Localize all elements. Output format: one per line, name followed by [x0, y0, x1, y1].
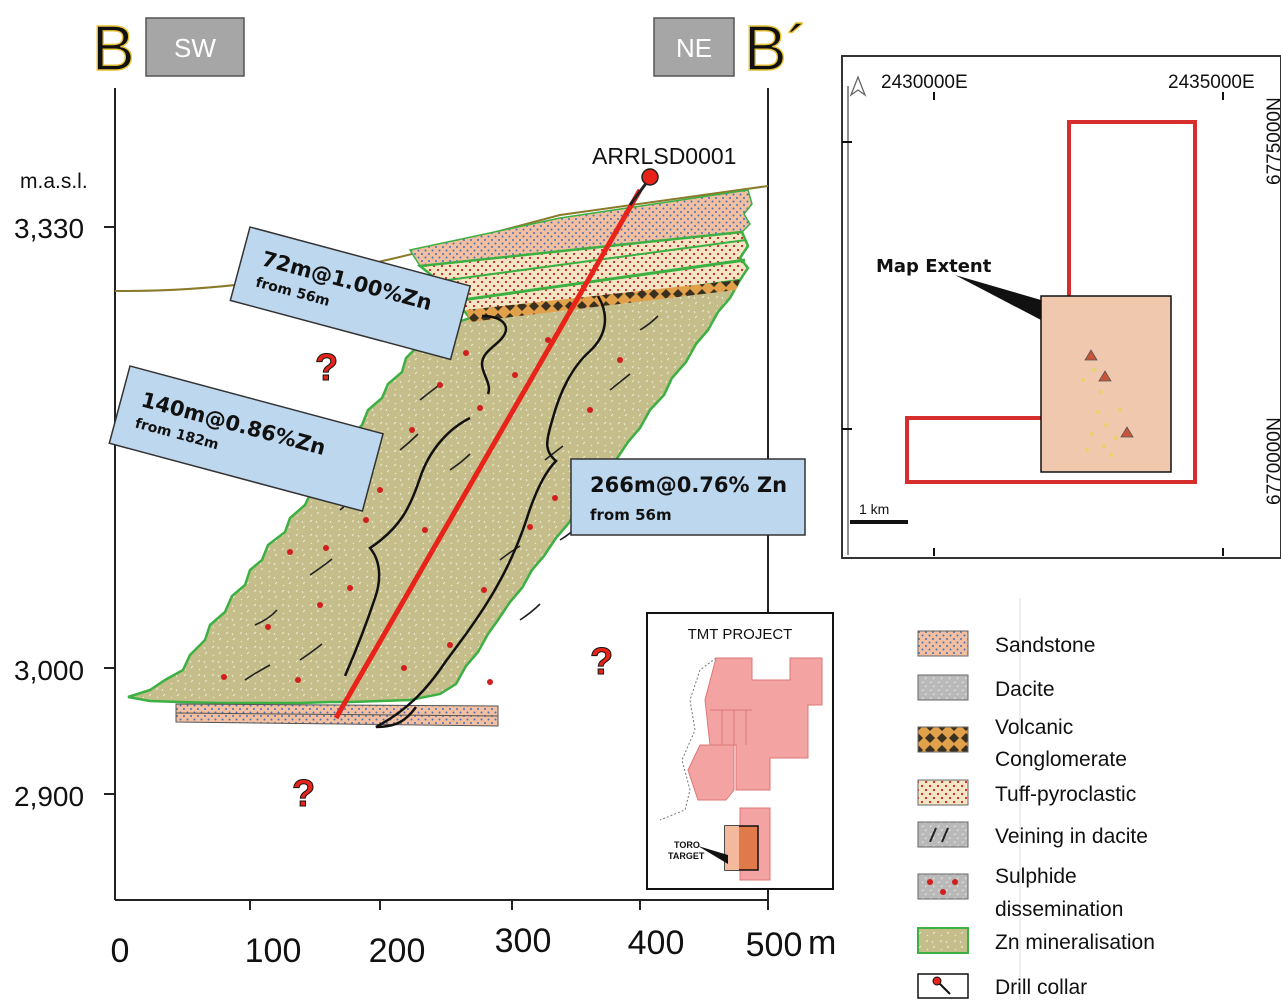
- legend-label-veining: Veining in dacite: [995, 825, 1148, 848]
- elevation-tick-2900: 2,900: [14, 781, 84, 812]
- svg-text:TARGET: TARGET: [668, 851, 705, 861]
- sulphide-dots: [221, 337, 623, 685]
- elevation-unit: m.a.s.l.: [20, 170, 88, 193]
- legend-swatch-dacite: [917, 674, 969, 701]
- drill-trace: [333, 188, 643, 720]
- zn-mineralisation-body: [127, 278, 743, 705]
- question-mark-1: ?: [315, 347, 338, 389]
- conglomerate-band: [466, 280, 740, 322]
- legend-swatch-sulphide: [917, 873, 969, 900]
- distance-tick-500: 500: [746, 926, 803, 964]
- section-label-right: B´: [744, 12, 808, 84]
- bracket-266m: [375, 295, 607, 729]
- zn-band-1: [461, 258, 746, 302]
- legend-swatch-conglomerate: [917, 726, 969, 753]
- prospect-triangle-2: [1098, 370, 1112, 382]
- prospect-triangle-1: [1084, 349, 1098, 361]
- svg-text:2435000E: 2435000E: [1168, 72, 1255, 93]
- elevation-tick-3330: 3,330: [14, 213, 84, 244]
- map-extent-pointer: [955, 275, 1041, 320]
- distance-tick-100: 100: [245, 932, 302, 970]
- question-mark-2: ?: [590, 641, 613, 683]
- map-extent-box: [1040, 295, 1172, 473]
- legend-swatch-tuff: [917, 779, 969, 806]
- scale-bar: [850, 520, 908, 524]
- distance-ticks: [249, 900, 769, 910]
- intercept-callout-266m: 266m@0.76% Zn from 56m: [570, 458, 806, 536]
- bracket-72m: [480, 314, 508, 395]
- svg-text:2430000E: 2430000E: [881, 72, 968, 93]
- legend-label-zn: Zn mineralisation: [995, 931, 1155, 954]
- section-label-left: B: [92, 12, 135, 84]
- drill-collar-marker: [641, 168, 659, 186]
- legend-swatch-sandstone: [917, 630, 969, 657]
- intercept-callout-140m: 140m@0.86%Zn from 182m: [108, 365, 384, 513]
- legend-label-sulphide-1: Sulphide: [995, 865, 1077, 888]
- legend-label-conglomerate-2: Conglomerate: [995, 748, 1127, 771]
- svg-text:TMT PROJECT: TMT PROJECT: [688, 626, 793, 643]
- drillhole-label: ARRLSD0001: [592, 143, 736, 169]
- svg-text:1 km: 1 km: [859, 501, 889, 517]
- project-inset-map: TMT PROJECT TORO TARGET: [646, 612, 834, 890]
- distance-tick-0: 0: [111, 932, 130, 970]
- distance-tick-400: 400: [628, 924, 685, 962]
- veining-marks: [244, 315, 659, 681]
- direction-label-sw: SW: [174, 33, 216, 63]
- legend-swatch-veining: [917, 821, 969, 848]
- distance-unit: m: [808, 924, 836, 962]
- legend-label-tuff: Tuff-pyroclastic: [995, 783, 1136, 806]
- prospect-triangle-3: [1120, 426, 1134, 438]
- svg-text:TORO: TORO: [674, 840, 700, 850]
- legend-label-sulphide-2: dissemination: [995, 898, 1123, 921]
- svg-text:6770000N: 6770000N: [1264, 417, 1281, 505]
- svg-text:266m@0.76% Zn: 266m@0.76% Zn: [590, 473, 787, 497]
- elevation-tick-3000: 3,000: [14, 655, 84, 686]
- direction-box-ne: [653, 17, 735, 77]
- direction-label-ne: NE: [676, 33, 712, 63]
- legend-swatch-zn: [917, 927, 969, 954]
- bracket-140m: [343, 416, 471, 677]
- distance-tick-300: 300: [495, 922, 552, 960]
- svg-text:6775000N: 6775000N: [1264, 97, 1281, 185]
- svg-text:from 56m: from 56m: [590, 506, 672, 524]
- svg-text:Map Extent: Map Extent: [876, 256, 992, 277]
- north-arrow-icon: [849, 75, 867, 97]
- legend-label-conglomerate-1: Volcanic: [995, 716, 1073, 739]
- distance-tick-200: 200: [369, 932, 426, 970]
- question-mark-3: ?: [292, 773, 315, 815]
- legend-label-collar: Drill collar: [995, 976, 1087, 999]
- location-map: 2430000E 2435000E 6775000N 6770000N Map …: [841, 55, 1281, 559]
- legend-label-sandstone: Sandstone: [995, 634, 1095, 657]
- legend: Sandstone Dacite Volcanic Conglomerate T…: [917, 598, 1155, 1000]
- direction-box-sw: [145, 17, 245, 77]
- legend-label-dacite: Dacite: [995, 678, 1055, 701]
